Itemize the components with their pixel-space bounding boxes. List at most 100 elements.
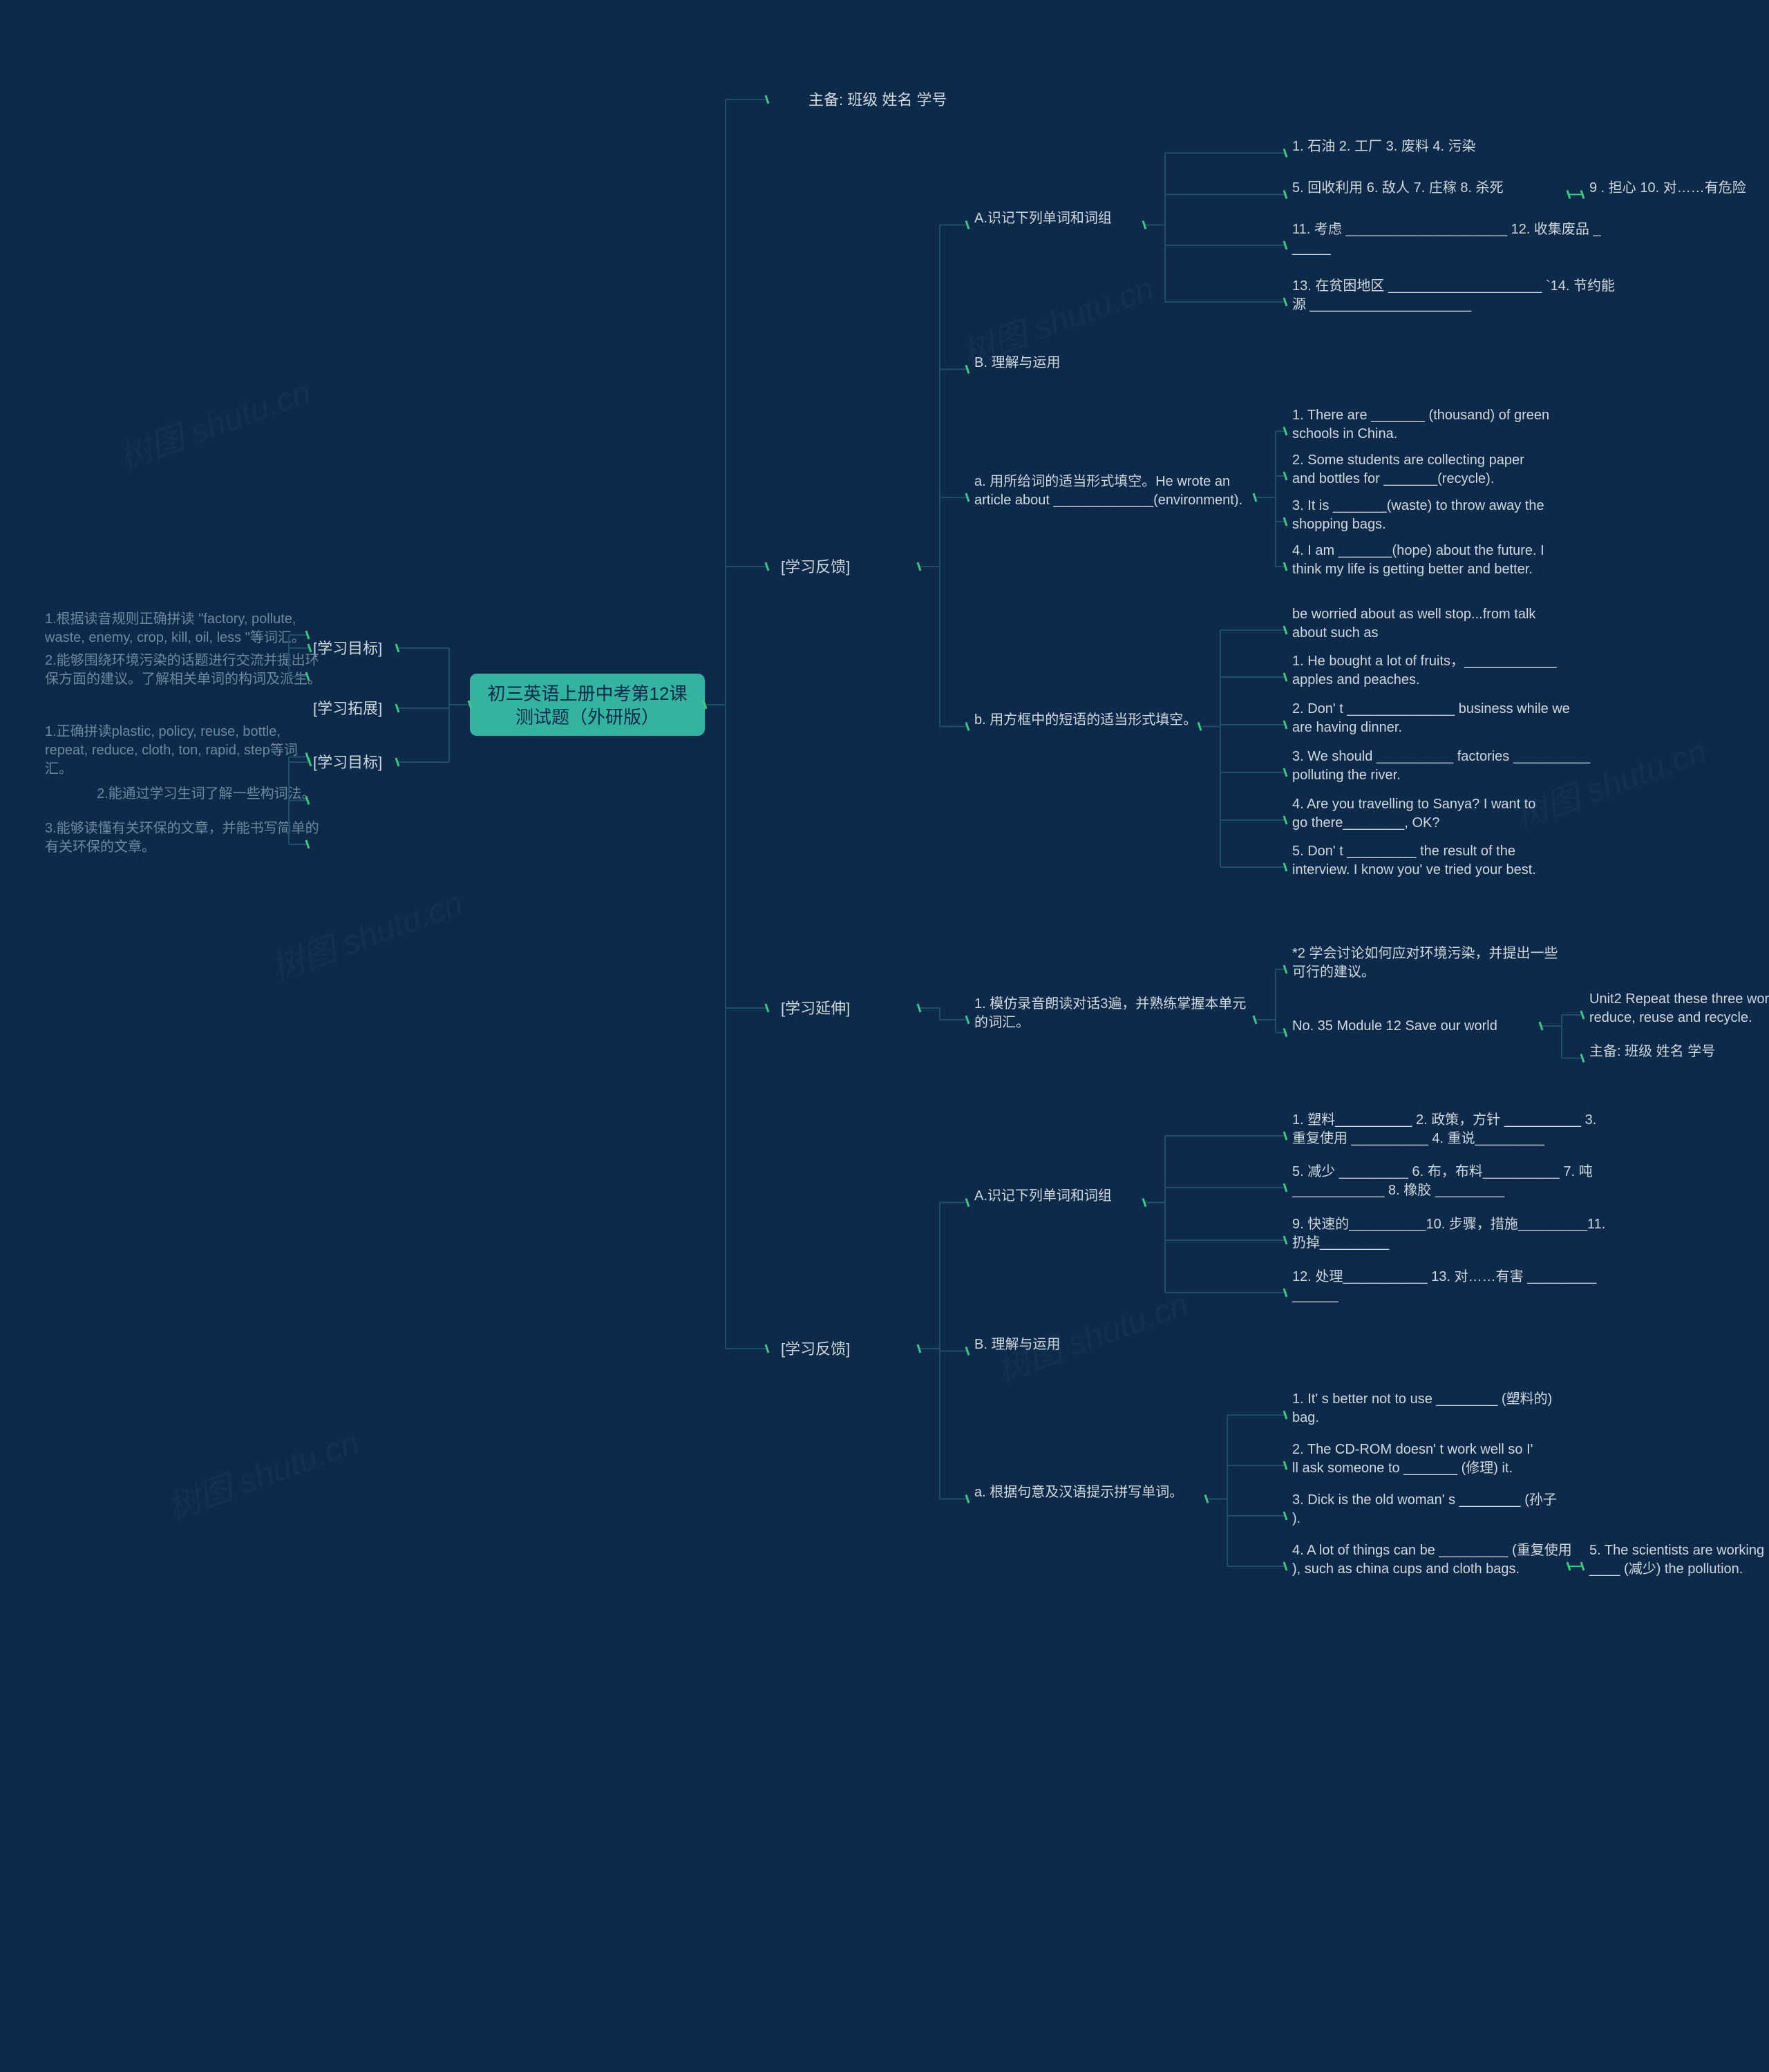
bracket-label: [学习延伸] — [781, 1000, 850, 1017]
svg-text:and bottles for _______(recycl: and bottles for _______(recycle). — [1292, 471, 1494, 486]
tick — [966, 1495, 969, 1503]
leaf-text: 2. Don' t ______________ business while … — [1292, 701, 1570, 735]
svg-text:a. 根据句意及汉语提示拼写单词。: a. 根据句意及汉语提示拼写单词。 — [974, 1484, 1183, 1500]
leaf-text: 9 . 担心 10. 对……有危险 — [1589, 180, 1746, 196]
svg-text:2. Don' t ______________ busin: 2. Don' t ______________ business while … — [1292, 701, 1570, 716]
tick — [1567, 1562, 1570, 1570]
leaf-text: 1.正确拼读plastic, policy, reuse, bottle, rep… — [45, 723, 298, 777]
leaf-text: be worried about as well stop...from tal… — [1292, 607, 1536, 640]
svg-text:3.能够读懂有关环保的文章，并能书写简单的: 3.能够读懂有关环保的文章，并能书写简单的 — [45, 820, 319, 836]
mid-node-label: A.识记下列单词和词组 — [974, 1188, 1112, 1204]
svg-text:2.能够围绕环境污染的话题进行交流并提出环: 2.能够围绕环境污染的话题进行交流并提出环 — [45, 652, 319, 668]
tick — [396, 758, 399, 766]
tick — [1540, 1022, 1542, 1030]
tick — [1284, 1562, 1287, 1570]
svg-text:3. We should __________ factor: 3. We should __________ factories ______… — [1292, 749, 1591, 764]
tick — [1284, 1236, 1287, 1244]
svg-text:______: ______ — [1292, 1288, 1339, 1303]
tick — [918, 1004, 920, 1012]
svg-text:No. 35 Module 12 Save our worl: No. 35 Module 12 Save our world — [1292, 1018, 1497, 1034]
svg-text:[学习目标]: [学习目标] — [313, 754, 382, 771]
mid-node-label: a. 根据句意及汉语提示拼写单词。 — [974, 1484, 1183, 1500]
leaf-text: 5. 回收利用 6. 敌人 7. 庄稼 8. 杀死 — [1292, 180, 1504, 196]
svg-text:3. It is _______(waste) to thr: 3. It is _______(waste) to throw away th… — [1292, 498, 1544, 513]
bracket-label: [学习反馈] — [781, 558, 850, 576]
svg-text:2. The CD-ROM doesn' t work we: 2. The CD-ROM doesn' t work well so I' — [1292, 1442, 1533, 1457]
svg-text:interview. I know you' ve trie: interview. I know you' ve tried your bes… — [1292, 862, 1536, 877]
tick — [1284, 517, 1287, 526]
leaf-text: 主备: 班级 姓名 学号 — [1589, 1043, 1715, 1059]
svg-text:ll ask someone to _______ (修理): ll ask someone to _______ (修理) it. — [1292, 1460, 1513, 1476]
tick — [1284, 1512, 1287, 1520]
svg-text:4. I am _______(hope) about th: 4. I am _______(hope) about the future. … — [1292, 543, 1544, 558]
leaf-text: 4. A lot of things can be _________ (重复使… — [1292, 1542, 1572, 1577]
svg-text:9 . 担心 10. 对……有危险: 9 . 担心 10. 对……有危险 — [1589, 180, 1746, 196]
svg-text:b. 用方框中的短语的适当形式填空。: b. 用方框中的短语的适当形式填空。 — [974, 712, 1197, 728]
tick — [1284, 562, 1287, 571]
mid-node-label: b. 用方框中的短语的适当形式填空。 — [974, 712, 1197, 728]
tick — [766, 1344, 768, 1353]
tick — [966, 493, 969, 502]
tick — [1284, 472, 1287, 480]
leaf-text: 1. There are _______ (thousand) of green… — [1292, 408, 1549, 441]
svg-text:waste, enemy, crop, kill, oil,: waste, enemy, crop, kill, oil, less "等词汇… — [44, 629, 305, 645]
svg-text:主备: 班级 姓名 学号: 主备: 班级 姓名 学号 — [1589, 1043, 1715, 1059]
leaf-text: 13. 在贫困地区 ____________________ `14. 节约能源… — [1292, 278, 1615, 312]
svg-text:3. Dick is the old woman' s __: 3. Dick is the old woman' s ________ (孙子 — [1292, 1492, 1557, 1508]
svg-text:9. 快速的__________10. 步骤，措施_____: 9. 快速的__________10. 步骤，措施_________11. — [1292, 1216, 1605, 1232]
tick — [1205, 1495, 1208, 1503]
tick — [1567, 191, 1570, 199]
tick — [1284, 1132, 1287, 1140]
svg-text:think my life is getting bette: think my life is getting better and bett… — [1292, 562, 1533, 577]
svg-text:源 _____________________: 源 _____________________ — [1292, 296, 1472, 312]
tick — [308, 644, 311, 652]
mid-node-label: A.识记下列单词和词组 — [974, 210, 1112, 226]
svg-text:5. 回收利用 6. 敌人 7. 庄稼 8. 杀死: 5. 回收利用 6. 敌人 7. 庄稼 8. 杀死 — [1292, 180, 1504, 196]
watermark: 树图 shutu.cn — [267, 885, 468, 988]
svg-text:A.识记下列单词和词组: A.识记下列单词和词组 — [974, 210, 1112, 226]
tick — [766, 95, 768, 104]
tick — [1581, 1011, 1584, 1019]
svg-text:repeat, reduce, cloth, ton, ra: repeat, reduce, cloth, ton, rapid, step等… — [45, 742, 298, 758]
svg-text:主备: 班级 姓名 学号: 主备: 班级 姓名 学号 — [808, 91, 947, 108]
tick — [1143, 221, 1146, 229]
svg-text:4. Are you travelling to Sanya: 4. Are you travelling to Sanya? I want t… — [1292, 797, 1535, 812]
svg-text:are having dinner.: are having dinner. — [1292, 720, 1402, 735]
svg-text:shopping bags.: shopping bags. — [1292, 517, 1386, 532]
tick — [1284, 241, 1287, 249]
svg-text:).: ). — [1292, 1511, 1300, 1526]
tick — [1284, 427, 1287, 435]
svg-text:1. 塑料__________ 2. 政策，方针 _____: 1. 塑料__________ 2. 政策，方针 __________ 3. — [1292, 1112, 1596, 1128]
tick — [306, 631, 309, 639]
tick — [396, 644, 399, 652]
bracket-label: [学习目标] — [313, 640, 382, 657]
svg-text:的词汇。: 的词汇。 — [974, 1014, 1030, 1030]
tick — [1284, 149, 1287, 158]
tick — [1198, 723, 1201, 731]
leaf-text: 3. It is _______(waste) to throw away th… — [1292, 498, 1544, 532]
mid-node-label: B. 理解与运用 — [974, 1336, 1060, 1352]
tick — [306, 840, 309, 848]
svg-text:5. 减少 _________ 6. 布，布料_______: 5. 减少 _________ 6. 布，布料__________ 7. 吨 — [1292, 1163, 1593, 1179]
tick — [1284, 1029, 1287, 1037]
tick — [1284, 721, 1287, 729]
leaf-text: Unit2 Repeat these three words daily:red… — [1589, 991, 1769, 1025]
tick — [1284, 626, 1287, 634]
tick — [1254, 1016, 1256, 1024]
header-label: 主备: 班级 姓名 学号 — [808, 91, 947, 108]
leaf-text: 1. He bought a lot of fruits，___________… — [1292, 654, 1557, 687]
leaf-text: 4. Are you travelling to Sanya? I want t… — [1292, 797, 1535, 830]
svg-text:11. 考虑 _____________________ 1: 11. 考虑 _____________________ 12. 收集废品 _ — [1292, 221, 1601, 237]
tick — [1284, 965, 1287, 973]
tick — [1581, 191, 1584, 199]
svg-text:1. There are _______ (thousand: 1. There are _______ (thousand) of green — [1292, 408, 1549, 423]
svg-text:), such as china cups and clot: ), such as china cups and cloth bags. — [1292, 1561, 1520, 1577]
svg-text:2.能通过学习生词了解一些构词法。: 2.能通过学习生词了解一些构词法。 — [97, 786, 316, 801]
tick — [1284, 191, 1287, 199]
leaf-text: *2 学会讨论如何应对环境污染，并提出一些可行的建议。 — [1292, 945, 1558, 980]
leaf-text: 2. The CD-ROM doesn' t work well so I' ll… — [1292, 1442, 1533, 1476]
leaf-text: 2. Some students are collecting paperand… — [1292, 453, 1524, 486]
svg-text:1.正确拼读plastic, policy, reuse,: 1.正确拼读plastic, policy, reuse, bottle, — [45, 723, 281, 739]
svg-text:1.根据读音规则正确拼读 "factory, pollute: 1.根据读音规则正确拼读 "factory, pollute, — [45, 611, 296, 627]
svg-text:[学习延伸]: [学习延伸] — [781, 1000, 850, 1017]
